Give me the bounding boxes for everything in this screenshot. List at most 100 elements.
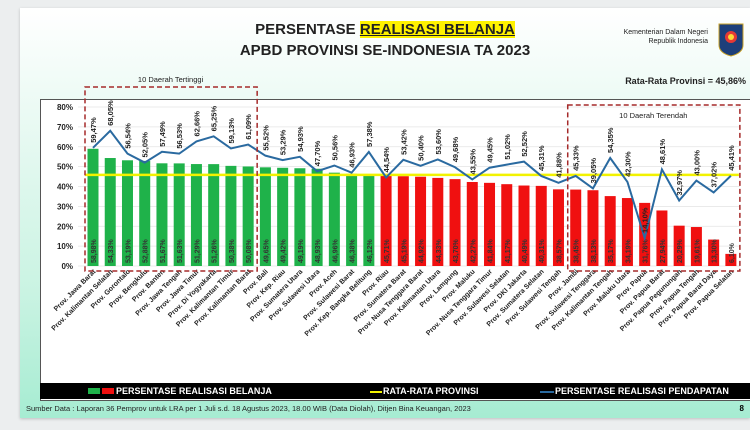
bar-value-label: 41,84% xyxy=(488,238,495,263)
bottom10-box xyxy=(566,104,741,272)
bar xyxy=(328,172,340,266)
bar-value-label: 19,61% xyxy=(694,238,701,263)
bar xyxy=(87,148,99,266)
y-tick-label: 30% xyxy=(57,202,73,211)
revenue-line xyxy=(92,129,732,242)
chart-title-line1: PERSENTASE REALISASI BELANJA xyxy=(255,21,515,38)
y-tick-label: 80% xyxy=(57,103,73,112)
bar xyxy=(139,160,151,266)
revenue-value-label: 68,05% xyxy=(106,100,115,126)
y-tick-label: 40% xyxy=(57,183,73,192)
legend-red-swatch xyxy=(102,388,114,394)
bar-value-label: 45,19% xyxy=(401,238,408,263)
bar xyxy=(156,163,168,266)
bar-value-label: 45,71% xyxy=(384,238,391,263)
bar-value-label: 34,19% xyxy=(625,238,632,263)
bar xyxy=(570,189,582,266)
bar xyxy=(277,167,289,266)
revenue-value-label: 39,05% xyxy=(589,158,598,184)
chart-title-line2: APBD PROVINSI SE-INDONESIA TA 2023 xyxy=(239,42,531,59)
bar xyxy=(656,210,668,266)
revenue-value-label: 44,54% xyxy=(382,147,391,173)
revenue-value-label: 55,52% xyxy=(261,125,270,151)
ministry-name: Kementerian Dalam Negeri Republik Indones… xyxy=(623,29,708,45)
bar-value-label: 13,30% xyxy=(712,238,719,263)
bar-value-label: 38,45% xyxy=(574,238,581,263)
bar-value-label: 38,57% xyxy=(556,238,563,263)
bar xyxy=(708,239,720,266)
bar-value-label: 6,10% xyxy=(729,242,736,263)
revenue-value-label: 45,31% xyxy=(537,145,546,171)
revenue-value-label: 51,02% xyxy=(503,134,512,160)
bar xyxy=(518,185,530,266)
legend-green-swatch xyxy=(88,388,100,394)
bar-value-label: 40,31% xyxy=(539,238,546,263)
bar xyxy=(432,177,444,266)
bar-value-label: 44,33% xyxy=(436,238,443,263)
bar xyxy=(121,160,133,266)
bar-value-label: 51,67% xyxy=(160,238,167,263)
revenue-value-label: 45,41% xyxy=(727,145,736,171)
bar-value-label: 53,19% xyxy=(125,238,132,263)
legend: PERSENTASE REALISASI BELANJA RATA-RATA P… xyxy=(40,383,750,399)
bar-value-label: 46,38% xyxy=(350,238,357,263)
chart: 0%10%20%30%40%50%60%70%80%58,98%Prov. Ja… xyxy=(51,75,741,338)
bar-value-label: 46,96% xyxy=(332,238,339,263)
revenue-value-label: 45,33% xyxy=(572,145,581,171)
revenue-value-label: 37,02% xyxy=(710,162,719,188)
average-label: Rata-Rata Provinsi = 45,86% xyxy=(625,76,746,86)
title-highlight: REALISASI BELANJA xyxy=(359,21,515,38)
bar xyxy=(208,164,220,266)
bar-value-label: 31,76% xyxy=(643,238,650,263)
revenue-value-label: 53,60% xyxy=(434,129,443,155)
bar-value-label: 42,27% xyxy=(470,238,477,263)
revenue-value-label: 50,40% xyxy=(417,135,426,161)
bar xyxy=(259,167,271,266)
revenue-value-label: 42,30% xyxy=(623,151,632,177)
bar-value-label: 50,38% xyxy=(229,238,236,263)
y-tick-label: 0% xyxy=(61,262,73,271)
source-note: Sumber Data : Laporan 36 Pemprov untuk L… xyxy=(26,404,471,413)
bar xyxy=(380,175,392,266)
bar xyxy=(294,168,306,266)
revenue-value-label: 49,45% xyxy=(486,137,495,163)
bar xyxy=(604,196,616,266)
revenue-value-label: 52,52% xyxy=(520,131,529,157)
revenue-value-label: 41,88% xyxy=(554,152,563,178)
bar xyxy=(397,176,409,266)
revenue-value-label: 62,66% xyxy=(192,111,201,137)
revenue-value-label: 56,53% xyxy=(175,123,184,149)
revenue-value-label: 48,61% xyxy=(658,139,667,165)
revenue-value-label: 50,56% xyxy=(330,135,339,161)
bar xyxy=(449,179,461,266)
bar xyxy=(535,185,547,266)
revenue-value-label: 59,13% xyxy=(227,118,236,144)
bar-value-label: 48,93% xyxy=(315,238,322,263)
bar xyxy=(346,173,358,266)
bar xyxy=(363,174,375,266)
revenue-value-label: 46,93% xyxy=(348,142,357,168)
revenue-value-label: 53,29% xyxy=(279,129,288,155)
revenue-value-label: 57,38% xyxy=(365,121,374,147)
revenue-value-label: 61,09% xyxy=(244,114,253,140)
bar-value-label: 51,26% xyxy=(212,238,219,263)
revenue-value-label: 65,25% xyxy=(210,106,219,132)
bar-value-label: 27,94% xyxy=(660,238,667,263)
revenue-value-label: 32,97% xyxy=(675,170,684,196)
bar-value-label: 46,12% xyxy=(367,238,374,263)
y-tick-label: 60% xyxy=(57,143,73,152)
bar xyxy=(690,227,702,266)
ministry-logo-icon xyxy=(718,23,744,57)
revenue-value-label: 54,35% xyxy=(606,127,615,153)
bottom10-label: 10 Daerah Terendah xyxy=(619,111,687,120)
revenue-value-label: 53,42% xyxy=(399,129,408,155)
bar xyxy=(725,253,737,266)
legend-revenue: PERSENTASE REALISASI PENDAPATAN xyxy=(555,386,729,396)
revenue-value-label: 59,47% xyxy=(89,117,98,143)
bar-value-label: 20,29% xyxy=(677,238,684,263)
bar-value-label: 54,33% xyxy=(108,238,115,263)
bar-value-label: 40,49% xyxy=(522,238,529,263)
page-number: 8 xyxy=(739,404,744,413)
revenue-value-label: 57,49% xyxy=(158,121,167,147)
bar-value-label: 49,42% xyxy=(281,238,288,263)
